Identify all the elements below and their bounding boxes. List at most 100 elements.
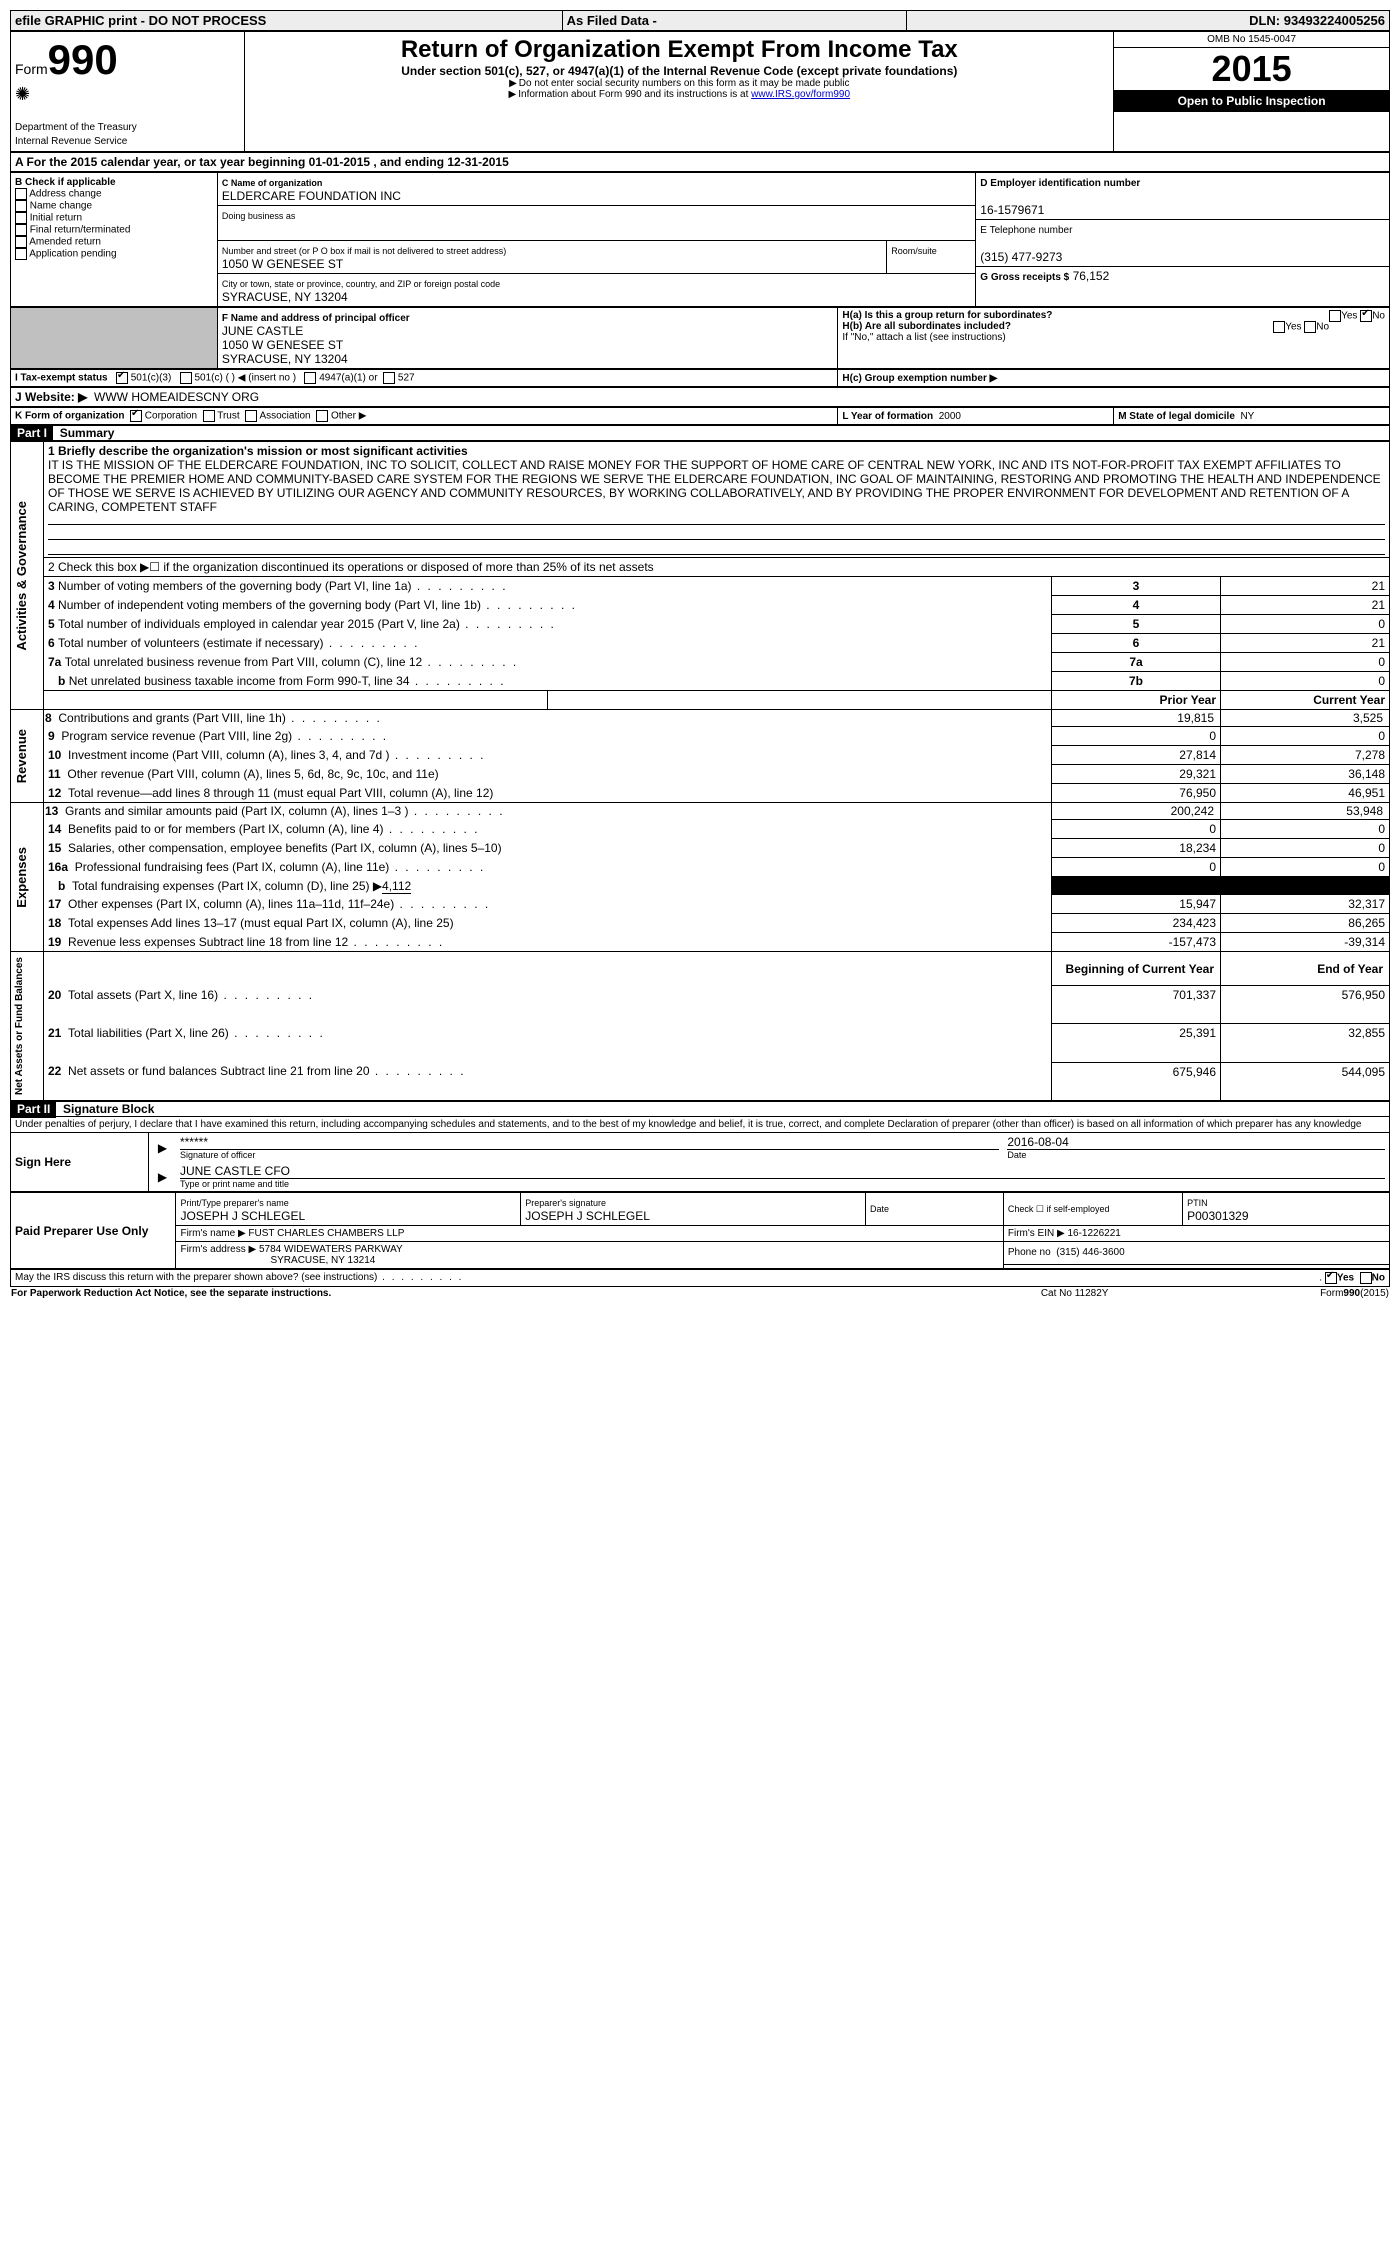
chk-501c3[interactable] xyxy=(116,372,128,384)
chk-address-change[interactable]: Address change xyxy=(15,188,213,200)
omb-number: OMB No 1545-0047 xyxy=(1114,32,1389,48)
header-block: Form990 ✺ Department of the Treasury Int… xyxy=(10,31,1390,152)
arrow-icon xyxy=(509,89,519,100)
g-label: G Gross receipts $ xyxy=(980,272,1069,283)
paid-preparer-label: Paid Preparer Use Only xyxy=(11,1193,176,1269)
hb-no[interactable] xyxy=(1304,321,1316,333)
line2: 2 Check this box ▶☐ if the organization … xyxy=(44,558,1390,577)
part1-badge: Part I xyxy=(11,424,53,442)
irs-discuss-no[interactable] xyxy=(1360,1272,1372,1284)
sign-here-block: Sign Here ▶ ****** Signature of officer … xyxy=(10,1132,1390,1192)
e-label: E Telephone number xyxy=(980,225,1072,236)
form-footer: Form990(2015) xyxy=(1178,1287,1390,1300)
gross-receipts: 76,152 xyxy=(1073,269,1110,283)
side-net: Net Assets or Fund Balances xyxy=(12,953,27,1099)
sign-here-label: Sign Here xyxy=(11,1133,149,1192)
col-end: End of Year xyxy=(1221,952,1390,986)
dba-label: Doing business as xyxy=(222,211,296,221)
officer-street: 1050 W GENESEE ST xyxy=(222,338,343,352)
phone: (315) 477-9273 xyxy=(980,250,1062,264)
irs-eagle-icon: ✺ xyxy=(15,84,30,104)
shaded-cell xyxy=(1221,877,1390,895)
section-deg: D Employer identification number 16-15796… xyxy=(976,173,1390,307)
section-h: H(a) Is this a group return for subordin… xyxy=(838,308,1390,369)
chk-amended[interactable]: Amended return xyxy=(15,236,213,248)
tax-year-period: A For the 2015 calendar year, or tax yea… xyxy=(11,153,1390,172)
d-label: D Employer identification number xyxy=(980,178,1140,189)
side-ag: Activities & Governance xyxy=(12,497,31,655)
may-irs-row: May the IRS discuss this return with the… xyxy=(10,1269,1390,1287)
hb-label: H(b) Are all subordinates included? xyxy=(842,321,1011,332)
city-label: City or town, state or province, country… xyxy=(222,279,500,289)
section-c: C Name of organizationELDERCARE FOUNDATI… xyxy=(217,173,975,307)
form-number: 990 xyxy=(48,36,118,83)
chk-4947[interactable] xyxy=(304,372,316,384)
form-container: efile GRAPHIC print - DO NOT PROCESS As … xyxy=(10,10,1390,31)
arrow-icon: ▶ xyxy=(148,1162,176,1192)
shaded-cell xyxy=(1052,877,1221,895)
ssn-note: Do not enter social security numbers on … xyxy=(519,78,850,89)
part1-body: Activities & Governance 1 Briefly descri… xyxy=(10,441,1390,1101)
chk-trust[interactable] xyxy=(203,410,215,422)
paperwork-notice: For Paperwork Reduction Act Notice, see … xyxy=(10,1287,971,1300)
hc-label: H(c) Group exemption number ▶ xyxy=(838,370,1390,387)
k-row: K Form of organization Corporation Trust… xyxy=(11,408,838,425)
ha-no[interactable] xyxy=(1360,310,1372,322)
col-prior: Prior Year xyxy=(1052,691,1221,710)
ha-yes[interactable] xyxy=(1329,310,1341,322)
dln-value: 93493224005256 xyxy=(1284,13,1385,28)
website: WWW HOMEAIDESCNY ORG xyxy=(94,390,259,404)
dept-irs: Internal Revenue Service xyxy=(15,136,127,147)
section-i: I Tax-exempt status 501(c)(3) 501(c) ( )… xyxy=(10,369,1390,387)
perjury-text: Under penalties of perjury, I declare th… xyxy=(10,1117,1390,1132)
irs-link[interactable]: www.IRS.gov/form990 xyxy=(751,89,850,100)
spacer-fh xyxy=(11,308,218,369)
self-employed-check[interactable]: Check ☐ if self-employed xyxy=(1003,1193,1182,1226)
i-label: I Tax-exempt status xyxy=(15,373,108,384)
chk-assoc[interactable] xyxy=(245,410,257,422)
chk-app-pending[interactable]: Application pending xyxy=(15,248,213,260)
return-title: Return of Organization Exempt From Incom… xyxy=(249,36,1109,64)
tax-exempt-row: I Tax-exempt status 501(c)(3) 501(c) ( )… xyxy=(11,370,838,387)
header-right: OMB No 1545-0047 2015 Open to Public Ins… xyxy=(1114,32,1390,152)
hb-yes[interactable] xyxy=(1273,321,1285,333)
dln-cell: DLN: 93493224005256 xyxy=(907,11,1390,31)
chk-initial-return[interactable]: Initial return xyxy=(15,212,213,224)
open-public-badge: Open to Public Inspection xyxy=(1114,90,1389,112)
j-label: J Website: ▶ xyxy=(15,390,87,404)
chk-name-change[interactable]: Name change xyxy=(15,200,213,212)
header-center: Return of Organization Exempt From Incom… xyxy=(245,32,1114,152)
c-name-label: C Name of organization xyxy=(222,178,323,188)
part1-title: Summary xyxy=(60,426,115,440)
section-klm: K Form of organization Corporation Trust… xyxy=(10,407,1390,425)
name-title-cell: JUNE CASTLE CFO Type or print name and t… xyxy=(176,1162,1390,1192)
as-filed: As Filed Data - xyxy=(562,11,907,31)
side-rev: Revenue xyxy=(12,725,31,787)
chk-501c[interactable] xyxy=(180,372,192,384)
section-j: J Website: ▶ WWW HOMEAIDESCNY ORG xyxy=(10,387,1390,407)
officer-city: SYRACUSE, NY 13204 xyxy=(222,352,348,366)
info-note: Information about Form 990 and its instr… xyxy=(518,89,751,100)
irs-discuss-yes[interactable] xyxy=(1325,1272,1337,1284)
footer: For Paperwork Reduction Act Notice, see … xyxy=(10,1287,1390,1300)
part2-header: Part II Signature Block xyxy=(10,1101,1390,1117)
f-label: F Name and address of principal officer xyxy=(222,313,410,324)
section-b: B Check if applicable Address change Nam… xyxy=(11,173,218,307)
efile-notice: efile GRAPHIC print - DO NOT PROCESS xyxy=(11,11,563,31)
col-begin: Beginning of Current Year xyxy=(1052,952,1221,986)
chk-other[interactable] xyxy=(316,410,328,422)
chk-corp[interactable] xyxy=(130,410,142,422)
org-name: ELDERCARE FOUNDATION INC xyxy=(222,189,401,203)
part2-title: Signature Block xyxy=(63,1102,154,1116)
part2-badge: Part II xyxy=(11,1100,56,1118)
chk-527[interactable] xyxy=(383,372,395,384)
mission-text: IT IS THE MISSION OF THE ELDERCARE FOUND… xyxy=(48,458,1381,514)
hb-note: If "No," attach a list (see instructions… xyxy=(842,332,1385,343)
k-label: K Form of organization xyxy=(15,411,124,422)
officer-name: JUNE CASTLE xyxy=(222,324,303,338)
chk-final-return[interactable]: Final return/terminated xyxy=(15,224,213,236)
dept-treasury: Department of the Treasury xyxy=(15,122,137,133)
ein: 16-1579671 xyxy=(980,203,1044,217)
l-cell: L Year of formation 2000 xyxy=(838,408,1114,425)
side-exp: Expenses xyxy=(12,843,31,912)
